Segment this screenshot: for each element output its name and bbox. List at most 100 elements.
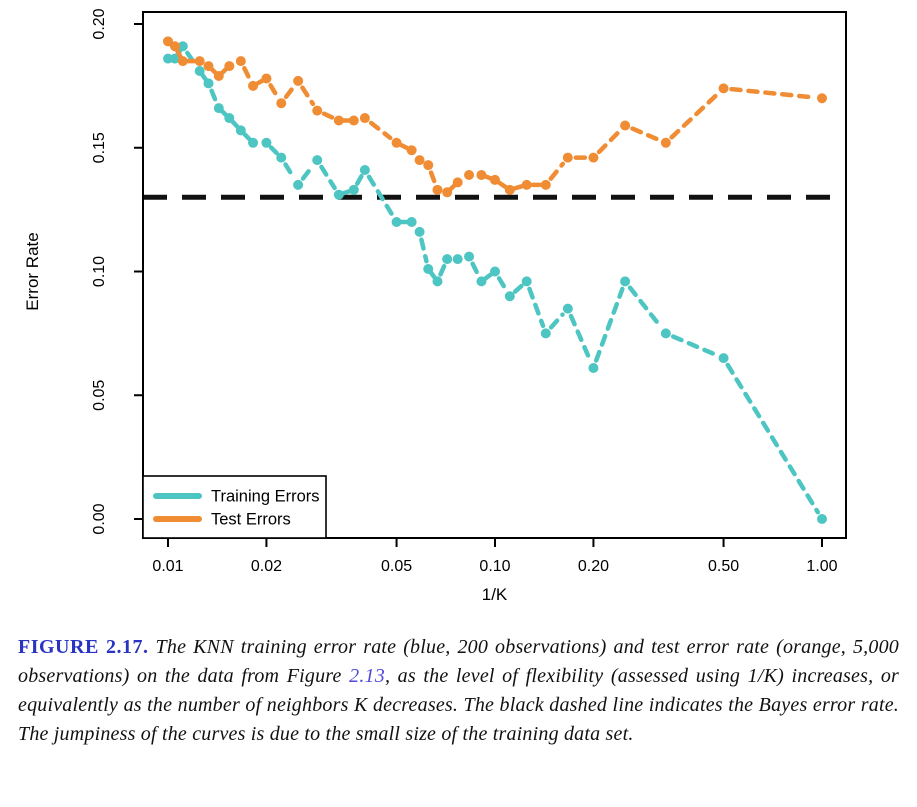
legend-box — [142, 475, 327, 539]
test-errors-point — [293, 75, 304, 86]
training-errors-line-segment — [268, 145, 279, 156]
y-axis-title: Error Rate — [23, 232, 42, 310]
x-axis-tick-label: 0.02 — [251, 558, 282, 575]
test-errors-point — [562, 152, 573, 163]
training-errors-point — [248, 137, 259, 148]
training-errors-point — [660, 328, 671, 339]
legend-label-test: Test Errors — [211, 511, 291, 529]
training-errors-line-segment — [496, 276, 508, 292]
training-errors-point — [817, 514, 827, 524]
training-errors-line-segment — [219, 108, 229, 118]
test-errors-line-segment — [729, 86, 817, 100]
test-errors-point — [442, 187, 453, 198]
training-errors-point — [588, 363, 599, 374]
test-errors-line-segment — [368, 120, 393, 141]
training-errors-line-segment — [627, 285, 664, 330]
training-errors-line-segment — [527, 286, 546, 329]
legend-label-training: Training Errors — [211, 488, 320, 506]
test-errors-point — [261, 73, 272, 84]
training-errors-point — [452, 254, 463, 265]
test-errors-line-segment — [399, 142, 410, 151]
training-errors-point — [177, 41, 188, 52]
test-errors-point — [391, 137, 402, 148]
x-axis-tick-label: 0.20 — [578, 558, 609, 575]
test-errors-point — [276, 98, 287, 109]
test-errors-point — [490, 174, 500, 185]
training-errors-point — [521, 276, 532, 287]
training-errors-line-segment — [209, 88, 218, 104]
training-errors-line-segment — [548, 312, 565, 330]
training-errors-line-segment — [185, 50, 198, 67]
test-errors-point — [177, 56, 188, 67]
figure-reference-link[interactable]: 2.13 — [349, 665, 385, 687]
figure-caption: FIGURE 2.17. The KNN training error rate… — [18, 633, 899, 749]
test-errors-point — [504, 184, 515, 195]
training-errors-point — [620, 276, 631, 287]
training-errors-point — [414, 226, 425, 237]
test-errors-line-segment — [268, 83, 280, 99]
training-errors-point — [213, 103, 224, 114]
test-errors-line-segment — [669, 91, 720, 140]
test-errors-point — [452, 177, 463, 188]
training-errors-line-segment — [670, 334, 719, 358]
test-errors-line-segment — [300, 85, 316, 107]
knn-error-chart: 0.01 0.02 0.05 0.10 0.20 0.50 1.00 0.00 0.05 0.10… — [23, 8, 847, 604]
training-errors-line-segment — [428, 270, 437, 280]
training-errors-point — [348, 184, 359, 195]
test-errors-line-segment — [596, 128, 622, 155]
figure-caption-text-1: The KNN training error rate (blue, 200 o… — [18, 636, 899, 687]
training-errors-point — [423, 264, 434, 275]
training-errors-point — [442, 254, 453, 265]
y-axis-tick-label: 0.15 — [91, 132, 108, 163]
training-errors-point — [432, 276, 443, 287]
test-errors-point — [588, 152, 599, 163]
x-axis-tick-label: 0.05 — [381, 558, 412, 575]
training-errors-line-segment — [593, 286, 625, 363]
test-errors-line-segment — [209, 66, 218, 76]
training-errors-line-segment — [230, 119, 240, 129]
test-errors-point — [203, 61, 214, 72]
test-errors-point — [620, 120, 631, 131]
training-errors-point — [476, 276, 487, 287]
x-axis-tick-label: 0.10 — [479, 558, 510, 575]
test-errors-line-segment — [321, 111, 335, 120]
training-errors-point — [718, 353, 729, 364]
training-errors-point — [562, 303, 573, 314]
figure-caption-text-2: , as the level of flexibility (assessed … — [18, 665, 899, 745]
training-errors-line-segment — [483, 272, 494, 281]
y-axis-tick-label: 0.20 — [91, 8, 108, 39]
training-errors-point — [293, 179, 304, 190]
test-errors-line-segment — [254, 78, 265, 86]
training-errors-point — [261, 137, 272, 148]
training-errors-point — [163, 53, 173, 64]
training-errors-line-segment — [283, 162, 297, 181]
training-errors-line-segment — [341, 189, 352, 196]
test-errors-point — [660, 137, 671, 148]
figure-caption-label: FIGURE 2.17. — [18, 636, 149, 658]
training-errors-line-segment — [512, 283, 524, 294]
training-errors-point — [235, 125, 246, 136]
test-errors-point — [248, 80, 259, 91]
test-errors-point — [348, 115, 359, 126]
training-errors-point — [224, 113, 235, 124]
training-errors-line-segment — [568, 313, 593, 363]
training-errors-point — [312, 155, 323, 166]
test-errors-point — [476, 169, 487, 180]
training-errors-point — [276, 152, 287, 163]
training-errors-line-segment — [725, 362, 821, 515]
test-errors-line-segment — [428, 170, 437, 185]
test-errors-point — [414, 155, 425, 166]
y-axis-tick-label: 0.00 — [91, 503, 108, 534]
training-errors-point — [504, 291, 515, 302]
test-errors-point — [359, 113, 370, 124]
test-errors-point — [169, 41, 180, 52]
test-errors-point — [423, 160, 434, 171]
test-errors-point — [224, 61, 235, 72]
test-errors-point — [194, 56, 205, 67]
test-errors-line-segment — [512, 184, 524, 191]
test-errors-point — [540, 179, 551, 190]
training-errors-line-segment — [438, 263, 447, 277]
x-axis-tick-label: 0.01 — [152, 558, 183, 575]
training-errors-point — [203, 78, 214, 89]
test-errors-point — [312, 105, 323, 116]
